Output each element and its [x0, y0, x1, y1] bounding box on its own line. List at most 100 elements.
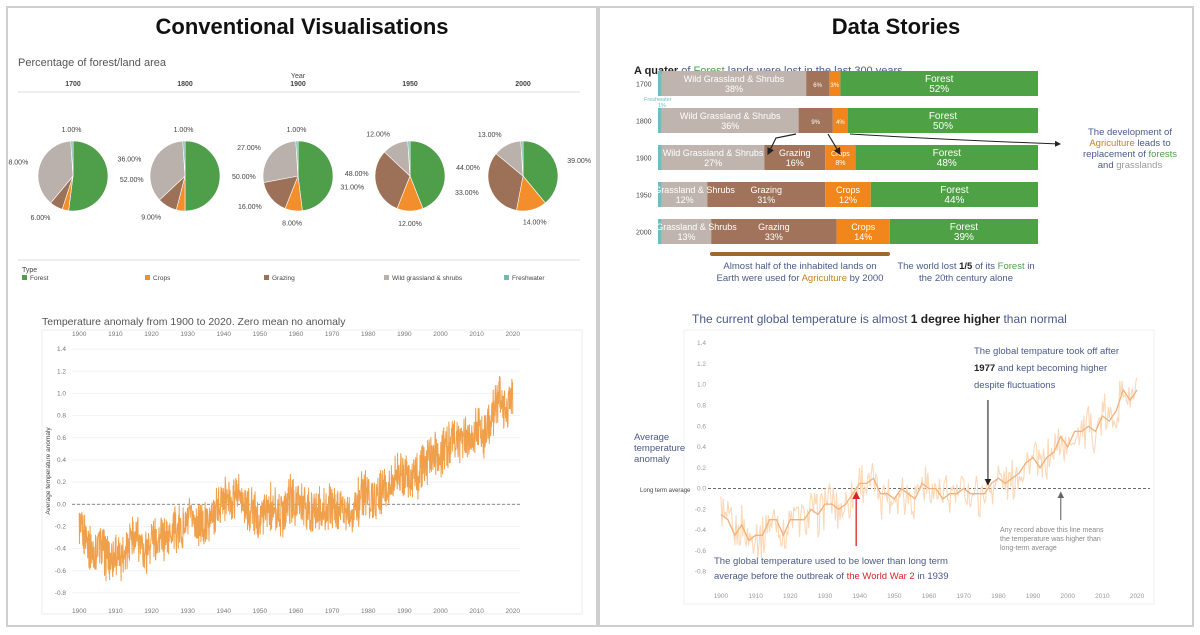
bar-year-label: 1800 [636, 119, 652, 126]
annotation-run: Earth were used for [717, 273, 802, 284]
bar-segment [658, 145, 662, 170]
bar-segment-name: Forest [950, 222, 979, 233]
annotation-half-land-line: Almost half of the inhabited lands on [723, 261, 876, 272]
x-tick-label: 2000 [1060, 593, 1075, 600]
annotation-run: The world lost [897, 261, 959, 272]
x-tick-label-top: 2010 [469, 331, 484, 338]
pie-slice-label: 38.00% [8, 159, 28, 166]
arrow-forest-right [849, 133, 1061, 147]
x-tick-label: 1960 [922, 593, 937, 600]
bar-row-1950 [658, 182, 1038, 207]
x-tick-label-top: 2000 [433, 331, 448, 338]
annotation-ww2-line: The global temperature used to be lower … [714, 556, 948, 567]
bar-segment-value: 12% [839, 195, 857, 205]
annotation-forest-loss-line: The world lost 1/5 of its Forest in [897, 261, 1034, 272]
data-story-charts: A quater of Forest lands were lost in th… [634, 65, 1177, 605]
temp-ylabel: Average temperature anomaly [45, 427, 52, 515]
legend-label: Freshwater [512, 275, 545, 282]
annotation-1977-line: 1977 and kept becoming higher [974, 363, 1107, 374]
bar-segment-value: 4% [836, 120, 845, 126]
pie-slice-label: 1.00% [62, 127, 82, 134]
pie-slice-label: 48.00% [345, 171, 369, 178]
x-tick-label: 1950 [253, 608, 268, 615]
x-tick-label: 1900 [72, 608, 87, 615]
bar-segment [825, 182, 871, 207]
y-tick-label: -0.4 [695, 527, 707, 534]
bar-segment [836, 219, 890, 244]
pie-slice-label: 14.00% [523, 220, 547, 227]
pie-slice-label: 9.00% [141, 214, 161, 221]
bar-segment-name: Wild Grassland & Shrubs [684, 74, 785, 84]
pie-slice-label: 44.00% [456, 165, 480, 172]
bar-row-1800 [658, 108, 1038, 133]
pie-slice [68, 140, 109, 212]
pie-slice-label: 52.00% [120, 177, 144, 184]
arrow-crops [827, 133, 841, 156]
bar-segment [848, 108, 1038, 133]
bar-segment-value: 31% [757, 195, 775, 205]
story-ylabel-line: Average [634, 432, 669, 443]
x-tick-label-top: 1960 [289, 331, 304, 338]
bar-segment-value: 38% [725, 84, 743, 94]
pie-slice [149, 140, 186, 201]
annotation-run: average before the outbreak of [714, 571, 847, 582]
bar-segment-name: Crops [831, 151, 850, 158]
pie-1800 [149, 140, 221, 212]
y-tick-label: 0.8 [57, 413, 66, 420]
pie-slice [487, 153, 524, 211]
pie-slice [522, 140, 559, 204]
bar-segment [832, 108, 848, 133]
bar-segment-value: 50% [933, 121, 953, 132]
pie-slice [262, 140, 299, 183]
freshwater-label: Freshwater [644, 97, 672, 103]
temp-headline: The current global temperature is almost… [692, 312, 1067, 326]
x-tick-label-top: 1970 [325, 331, 340, 338]
pie-slice [295, 140, 299, 177]
annotation-run: 1 degree higher [911, 312, 1001, 326]
annotation-run: replacement of [1083, 149, 1148, 160]
y-tick-label: -0.6 [55, 568, 67, 575]
y-tick-label: -0.8 [695, 569, 707, 576]
pie-slice [407, 140, 411, 177]
baseline-label: Long term average [640, 488, 691, 494]
x-tick-label: 2010 [1095, 593, 1110, 600]
annotation-run: despite fluctuations [974, 380, 1056, 391]
pie-year-label: 1800 [177, 81, 193, 88]
y-tick-label: 0.0 [697, 486, 706, 493]
annotation-run: grasslands [1116, 160, 1162, 171]
pie-2000 [487, 140, 559, 212]
pie-slice-label: 6.00% [30, 215, 50, 222]
arrow-grazing [767, 133, 797, 156]
bar-segment [889, 219, 1038, 244]
bar-segment [661, 182, 708, 207]
bar-segment [806, 71, 829, 96]
pie-1900 [262, 140, 334, 212]
bar-segment [658, 182, 662, 207]
x-tick-label: 2010 [469, 608, 484, 615]
x-tick-label-top: 2020 [506, 331, 521, 338]
bar-row-1700 [658, 71, 1038, 96]
pie-slice-label: 36.00% [118, 157, 142, 164]
x-tick-label: 1930 [180, 608, 195, 615]
annotation-half-land-line: Earth were used for Agriculture by 2000 [717, 273, 884, 284]
y-tick-label: 0.2 [57, 479, 66, 486]
story-ylabel-line: anomaly [634, 454, 670, 465]
x-tick-label: 1980 [991, 593, 1006, 600]
x-tick-label: 1940 [852, 593, 867, 600]
x-tick-label-top: 1950 [253, 331, 268, 338]
bar-segment-name: Crops [836, 185, 861, 195]
annotation-forest-loss-line: the 20th century alone [919, 273, 1013, 284]
legend-label: Crops [153, 275, 171, 282]
pie-slice [409, 140, 446, 209]
x-tick-label: 1990 [397, 608, 412, 615]
y-tick-label: -0.2 [55, 523, 67, 530]
pie-slice [520, 140, 524, 177]
legend-label: Forest [30, 275, 49, 282]
y-tick-label: 0.4 [697, 444, 706, 451]
y-tick-label: 0.2 [697, 465, 706, 472]
bar-segment-value: 9% [811, 120, 820, 126]
x-tick-label: 2020 [1130, 593, 1145, 600]
annotation-agriculture-line: and grasslands [1098, 160, 1163, 171]
x-tick-label: 1970 [325, 608, 340, 615]
y-tick-label: -0.4 [55, 546, 67, 553]
